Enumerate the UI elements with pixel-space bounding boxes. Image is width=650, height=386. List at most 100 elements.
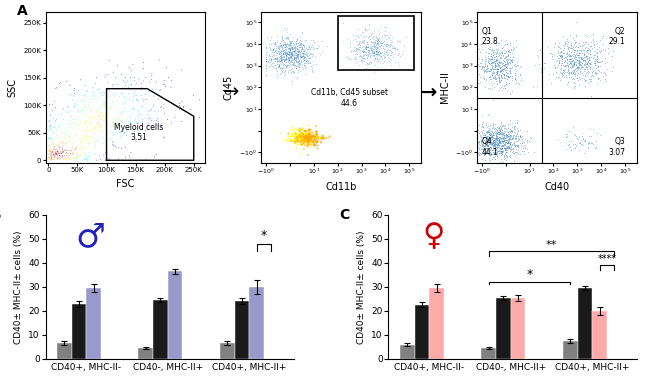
Point [107,119,118,125]
Point [575,141,586,147]
Point [107,92,118,98]
Point [47,156,58,163]
Point [578,57,589,63]
Point [569,59,579,66]
Point [298,134,309,140]
Point [497,123,507,129]
Point [289,41,299,47]
Point [288,127,298,133]
Point [261,54,271,60]
Point [482,124,492,130]
Point [162,117,173,123]
Point [506,77,517,83]
Point [379,51,389,57]
Point [122,96,132,103]
Point [567,76,577,82]
Point [287,130,297,137]
Point [507,141,517,147]
Point [590,56,600,62]
Point [297,58,307,64]
Point [372,36,383,42]
Point [571,59,581,66]
Point [480,132,490,138]
Point [297,135,307,142]
Point [500,151,511,157]
Point [504,151,515,157]
Point [287,37,297,44]
Point [491,134,502,140]
Point [483,137,493,144]
Point [482,129,493,135]
Point [573,70,584,76]
Point [384,58,395,64]
Point [265,45,276,51]
Point [278,53,288,59]
Point [87,88,98,95]
Point [287,57,298,63]
Point [492,69,502,75]
Point [505,54,515,60]
Point [491,139,501,146]
Point [296,138,306,144]
Point [111,112,121,118]
Point [484,68,495,74]
Point [504,145,514,151]
Point [487,60,497,66]
Point [490,64,501,70]
Point [576,59,586,66]
Point [374,49,385,56]
Point [130,119,140,125]
Point [484,132,495,138]
Point [495,59,506,65]
Point [561,134,571,141]
Point [138,96,148,102]
Point [300,135,310,142]
Point [299,46,309,52]
Point [103,87,113,93]
Point [486,134,497,140]
Point [146,76,157,83]
Point [276,69,286,76]
Point [481,145,491,151]
Point [127,97,138,103]
Point [304,138,315,144]
Point [546,50,556,56]
Point [491,144,502,150]
Point [494,150,504,156]
Point [484,74,494,80]
Point [497,138,507,144]
Point [71,133,81,139]
Point [286,57,296,63]
Point [318,135,328,142]
Point [472,74,482,80]
Point [48,152,58,158]
Point [302,133,313,139]
Point [500,146,510,152]
Point [553,49,564,56]
Point [283,41,294,47]
Point [505,68,515,74]
Point [294,49,304,55]
Point [280,50,290,56]
Point [571,51,581,57]
Point [500,125,510,131]
Point [308,134,318,141]
Point [95,132,105,139]
Point [494,59,504,65]
Point [61,147,72,153]
Point [480,62,490,68]
Point [478,151,489,157]
Point [47,129,58,135]
Point [582,72,592,78]
Point [116,128,127,134]
Point [279,53,289,59]
Point [52,148,62,154]
Point [480,141,490,147]
Point [508,47,518,54]
Point [367,34,377,40]
Point [486,66,496,72]
Point [585,76,595,82]
Point [512,117,523,123]
Point [47,153,57,159]
Point [584,76,594,83]
